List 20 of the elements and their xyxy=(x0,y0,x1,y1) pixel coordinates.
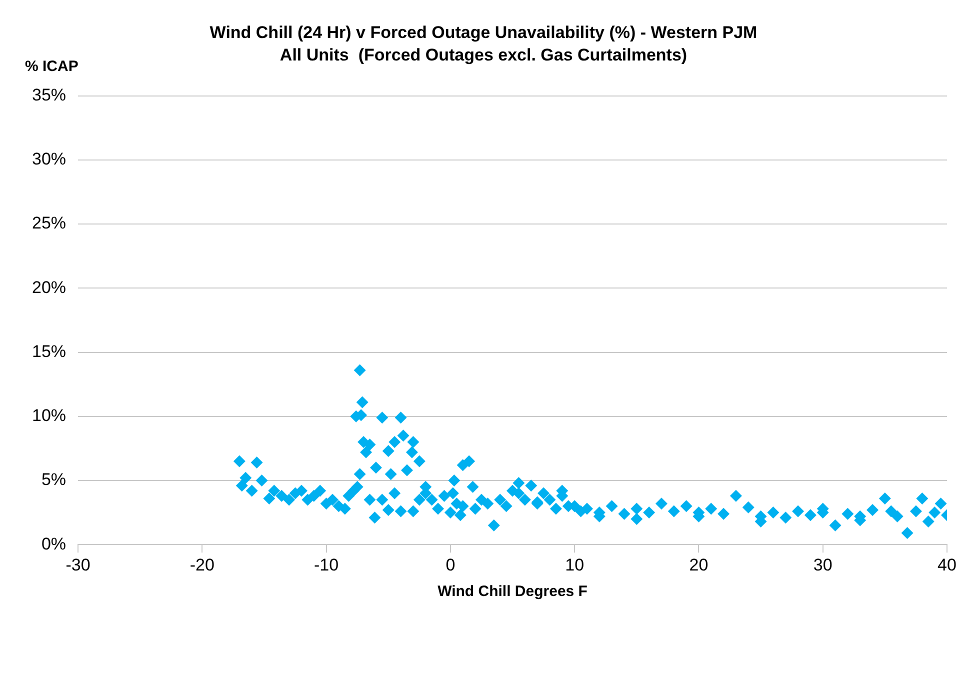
y-tick-label: 20% xyxy=(32,278,66,297)
x-tick-label: -20 xyxy=(190,555,214,574)
y-tick-label: 15% xyxy=(32,342,66,361)
y-tick-label: 5% xyxy=(41,470,66,490)
y-tick-label: 25% xyxy=(32,214,66,233)
y-tick-label: 30% xyxy=(32,150,66,169)
chart-title: Wind Chill (24 Hr) v Forced Outage Unavailability (%) - Western PJM xyxy=(210,22,758,42)
x-tick-label: 20 xyxy=(689,555,708,574)
chart-subtitle: All Units (Forced Outages excl. Gas Curtailments) xyxy=(280,45,688,64)
y-axis-title: % ICAP xyxy=(25,58,78,75)
x-tick-label: 40 xyxy=(938,555,956,574)
x-axis-title: Wind Chill Degrees F xyxy=(438,583,588,600)
y-tick-label: 35% xyxy=(32,85,66,104)
y-tick-label: 0% xyxy=(41,534,66,554)
x-tick-label: 0 xyxy=(446,555,456,574)
x-tick-label: -10 xyxy=(314,555,339,574)
y-tick-label: 10% xyxy=(32,406,66,426)
x-tick-label: -30 xyxy=(66,555,90,574)
x-tick-label: 30 xyxy=(813,555,832,574)
x-tick-label: 10 xyxy=(565,555,584,574)
